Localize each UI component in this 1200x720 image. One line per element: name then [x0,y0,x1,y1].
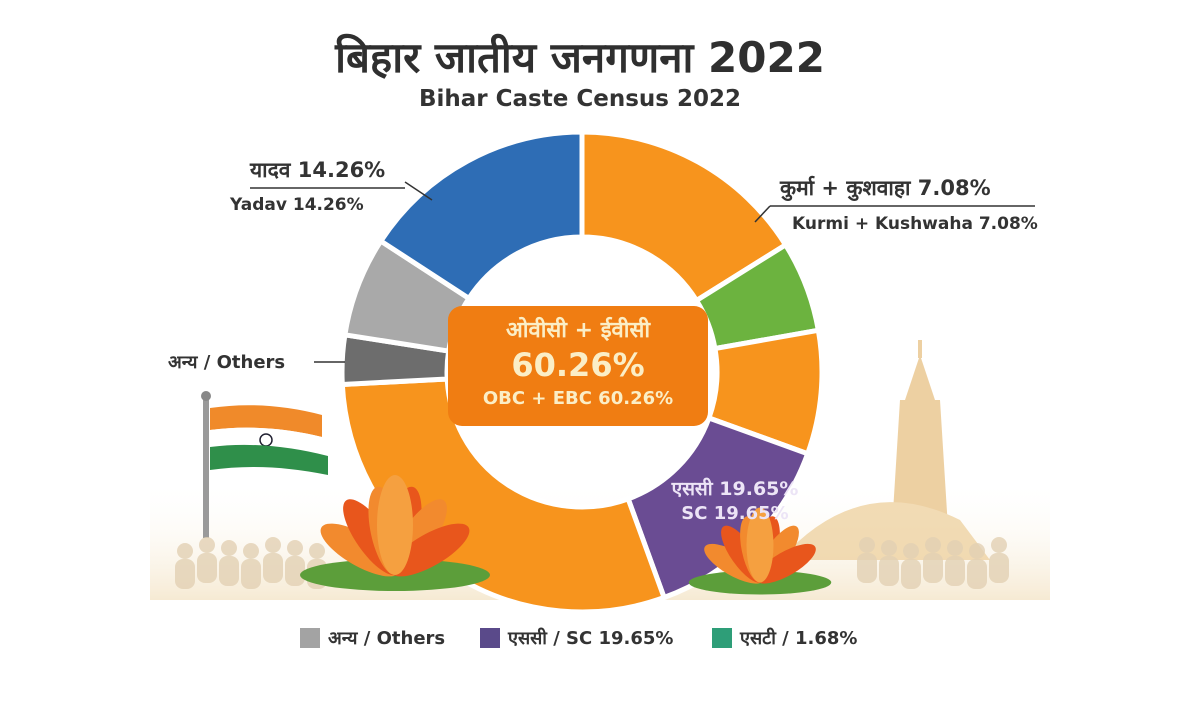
legend-label-sc: एससी / SC 19.65% [508,628,674,649]
sc-segment-label: एससी 19.65% SC 19.65% [660,475,810,524]
india-flag-icon [201,391,328,538]
crowd-figure-body [219,556,239,586]
crowd-figure-body [175,559,195,589]
crowd-figure [287,540,303,556]
lotus-illustrations [300,475,832,595]
crowd-figure [925,537,941,553]
crowd-figure-body [857,553,877,583]
others-label: अन्य / Others [168,352,286,373]
center-label-english: OBC + EBC 60.26% [482,388,674,409]
yadav-label-hindi: यादव 14.26% [250,158,386,182]
legend-swatch-others [300,628,320,648]
yadav-pointer-line [404,181,433,201]
crowd-figure-body [989,553,1009,583]
legend-swatch-st [712,628,732,648]
crowd-figure [309,543,325,559]
kurmi-label-hindi: कुर्मा + कुशवाहा 7.08% [780,176,991,200]
crowd-figure [969,543,985,559]
crowd-figure [243,543,259,559]
donut-chart [339,129,825,615]
center-value: 60.26% [511,346,645,384]
kurmi-label-english: Kurmi + Kushwaha 7.08% [792,214,1038,234]
sc-label-hindi: एससी 19.65% [671,478,799,500]
crowd-figure-body [967,559,987,589]
center-obc-ebc-box: ओवीसी + ईवीसी 60.26% OBC + EBC 60.26% [448,306,708,426]
legend-label-others: अन्य / Others [328,628,446,649]
crowd-figure-body [241,559,261,589]
lotus-icon [300,475,490,591]
crowd-figure-body [263,553,283,583]
crowd-figure [859,537,875,553]
legend-item-sc: एससी / SC 19.65% [480,626,673,650]
kurmi-pointer-line [754,205,771,223]
crowd-figure-body [285,556,305,586]
crowd-figure [199,537,215,553]
crowd-figure [265,537,281,553]
crowd-figure [177,543,193,559]
legend-item-others: अन्य / Others [300,626,445,650]
crowd-figure [903,543,919,559]
crowd-figure [221,540,237,556]
crowd-figure [991,537,1007,553]
legend-label-st: एसटी / 1.68% [740,628,858,649]
chart-title: बिहार जातीय जनगणना 2022 [335,33,825,82]
crowd-figure-body [945,556,965,586]
crowd-figure-body [197,553,217,583]
crowd-figure [947,540,963,556]
chart-subtitle: Bihar Caste Census 2022 [419,86,741,112]
donut-segment-obc-ebc [339,376,668,615]
legend-swatch-sc [480,628,500,648]
donut-segment-yadav [377,129,585,302]
crowd-figure-body [901,559,921,589]
legend-item-st: एसटी / 1.68% [712,626,857,650]
crowd-figure-body [923,553,943,583]
yadav-label-english: Yadav 14.26% [230,195,364,215]
lotus-icon [688,507,832,595]
center-label-hindi: ओवीसी + ईवीसी [505,318,651,343]
crowd-figure-body [879,556,899,586]
sc-label-english: SC 19.65% [681,503,789,524]
crowd-figure [881,540,897,556]
